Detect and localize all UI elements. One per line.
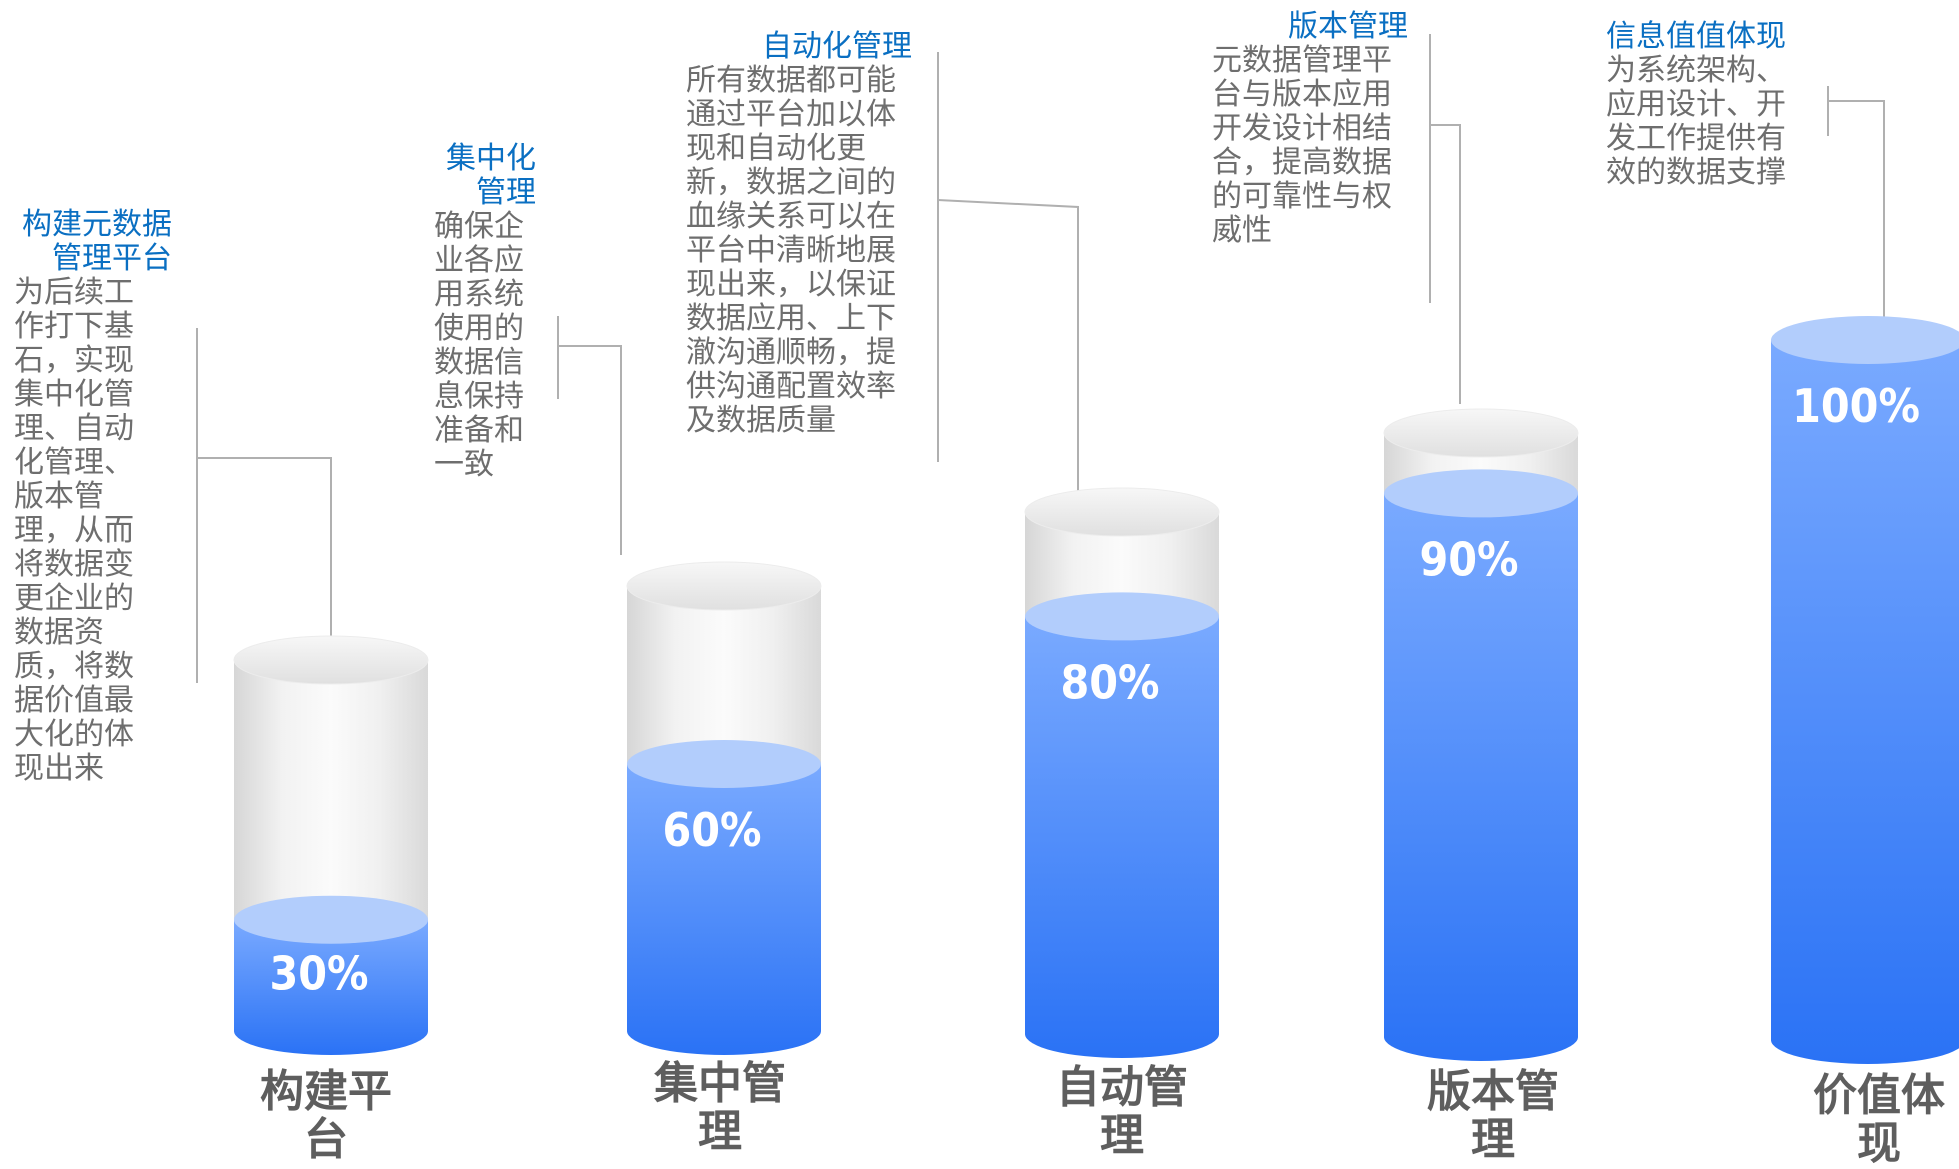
category-label: 价值体现 [1813, 1070, 1945, 1169]
leader-line [558, 345, 622, 555]
bar [234, 919, 428, 1055]
category-label: 自动管理 [1056, 1062, 1188, 1161]
leader-line [1430, 124, 1461, 404]
bar [1025, 616, 1219, 1058]
annotation-body: 为后续工作打下基石，实现集中化管理、自动化管理、版本管理，从而将数据变更企业的数… [14, 275, 134, 786]
category-label: 集中管理 [654, 1058, 786, 1157]
value-label: 80% [1060, 655, 1159, 709]
category-label: 构建平台 [260, 1066, 392, 1165]
cylinders: 30% 60% 80% 90% 100% [233, 316, 1959, 1064]
annotation-body: 为系统架构、应用设计、开发工作提供有效的数据支撑 [1606, 53, 1786, 190]
annotation-value: 信息值值体现 为系统架构、应用设计、开发工作提供有效的数据支撑 [1606, 20, 1806, 190]
bar [1771, 340, 1959, 1064]
category-label: 版本管理 [1427, 1066, 1559, 1165]
annotation-body: 元数据管理平台与版本应用开发设计相结合，提高数据的可靠性与权威性 [1212, 43, 1392, 248]
annotation-body: 确保企业各应用系统使用的数据信息保持准备和一致 [434, 209, 524, 482]
leader-line [937, 199, 1079, 500]
leader-line [1828, 100, 1885, 372]
cylinder-glass-body [627, 586, 821, 788]
bar-surface [627, 740, 821, 788]
annotation-title: 构建元数据管理平台 [22, 207, 172, 276]
annotation-title: 版本管理 [1288, 9, 1408, 44]
leader-line [197, 457, 332, 640]
leader-lines [196, 34, 1885, 683]
value-label: 30% [269, 947, 368, 1001]
value-label: 100% [1792, 379, 1920, 433]
bar-surface [1384, 469, 1578, 518]
cylinder-glass-top [1383, 408, 1579, 458]
bar-surface [1025, 592, 1219, 641]
cylinder-glass-top [1024, 487, 1220, 537]
bar [1384, 493, 1578, 1061]
value-label: 60% [662, 803, 761, 857]
annotation-body: 所有数据都可能通过平台加以体现和自动化更新，数据之间的血缘关系可以在平台中清晰地… [686, 63, 896, 438]
cylinder-glass-top [626, 561, 822, 611]
bar [627, 764, 821, 1055]
annotation-title: 信息值值体现 [1606, 19, 1786, 54]
annotation-centralized: 集中化管理 确保企业各应用系统使用的数据信息保持准备和一致 [434, 142, 536, 482]
bar-surface [1771, 316, 1959, 364]
annotation-title: 集中化管理 [446, 141, 536, 210]
value-label: 90% [1419, 532, 1518, 586]
cylinder-glass-body [234, 660, 428, 944]
annotation-build-platform: 构建元数据管理平台 为后续工作打下基石，实现集中化管理、自动化管理、版本管理，从… [14, 208, 172, 786]
bar-surface [234, 895, 428, 944]
annotation-title: 自动化管理 [762, 29, 912, 64]
cylinder-glass-top [233, 635, 429, 685]
annotation-automation: 自动化管理 所有数据都可能通过平台加以体现和自动化更新，数据之间的血缘关系可以在… [686, 30, 912, 438]
annotation-versioning: 版本管理 元数据管理平台与版本应用开发设计相结合，提高数据的可靠性与权威性 [1212, 10, 1408, 248]
